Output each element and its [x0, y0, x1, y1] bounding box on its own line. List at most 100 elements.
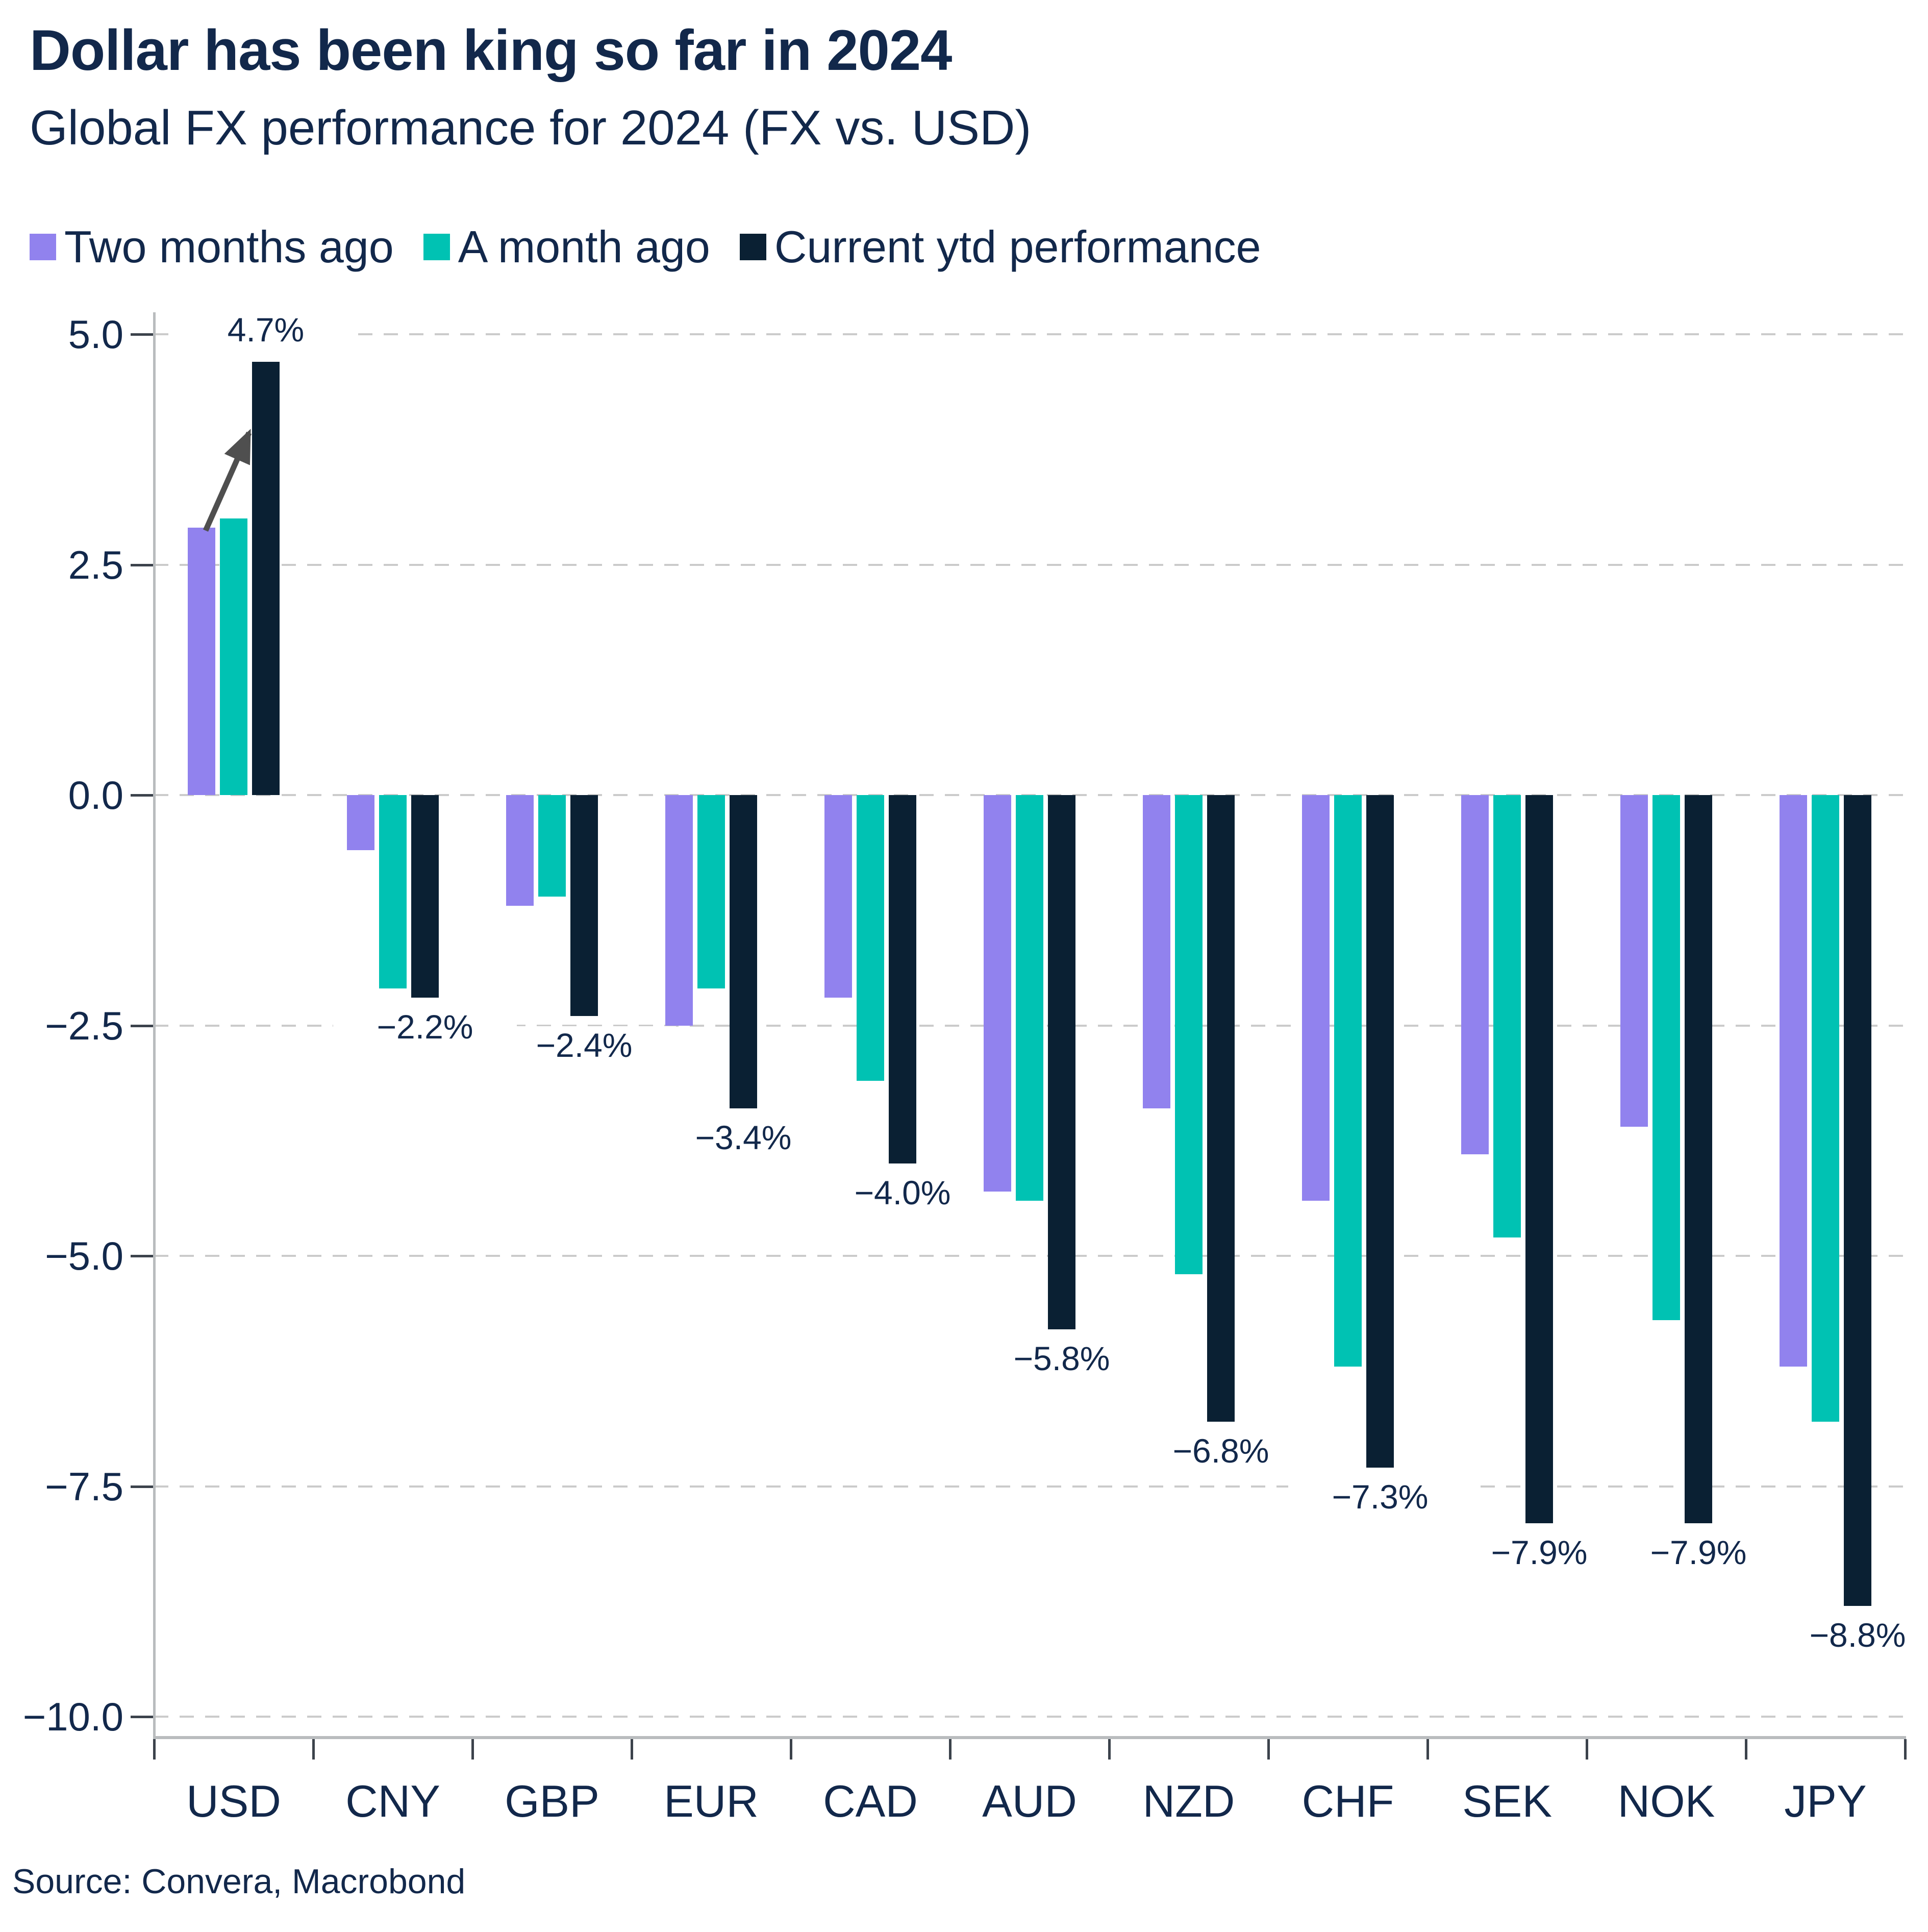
y-axis-tick [131, 794, 153, 797]
gridline-5.0 [154, 333, 1905, 335]
bar-two-months-ago-cad [824, 795, 852, 998]
y-axis-tick [131, 1485, 153, 1488]
bar-a-month-ago-aud [1016, 795, 1043, 1201]
y-axis-line [153, 312, 156, 1739]
legend-label-current-ytd-performance: Current ytd performance [774, 221, 1261, 272]
value-label-jpy: −8.8% [1766, 1616, 1928, 1654]
bar-a-month-ago-eur [697, 795, 725, 989]
x-axis-tick [312, 1739, 315, 1760]
value-label-cny: −2.2% [333, 1008, 517, 1046]
x-axis-category-eur: EUR [664, 1776, 759, 1826]
bar-a-month-ago-jpy [1812, 795, 1839, 1422]
legend-label-two-months-ago: Two months ago [64, 221, 394, 272]
y-axis-label: −5.0 [45, 1233, 123, 1278]
bar-a-month-ago-usd [220, 518, 247, 795]
bar-a-month-ago-cny [379, 795, 407, 989]
bar-two-months-ago-nzd [1143, 795, 1170, 1109]
y-axis-label: −2.5 [45, 1003, 123, 1048]
x-axis-tick [1267, 1739, 1270, 1760]
bar-a-month-ago-nzd [1175, 795, 1203, 1275]
gridline-2.5 [154, 563, 1905, 566]
bar-current-ytd-performance-gbp [570, 795, 598, 1017]
bar-two-months-ago-gbp [506, 795, 534, 906]
x-axis-tick [1745, 1739, 1747, 1760]
chart-subtitle: Global FX performance for 2024 (FX vs. U… [30, 101, 1032, 155]
legend: Two months ago A month ago Current ytd per… [30, 225, 1261, 269]
value-label-aud: −5.8% [970, 1340, 1154, 1378]
bar-a-month-ago-chf [1334, 795, 1362, 1367]
x-axis-category-gbp: GBP [505, 1776, 599, 1826]
legend-swatch-current-ytd-performance [739, 234, 766, 260]
y-axis-label: 2.5 [68, 542, 123, 587]
legend-label-a-month-ago: A month ago [458, 221, 710, 272]
x-axis-tick [949, 1739, 952, 1760]
value-label-chf: −7.3% [1288, 1478, 1472, 1516]
x-axis-tick [790, 1739, 792, 1760]
bar-two-months-ago-sek [1461, 795, 1489, 1155]
gridline-−10.0 [154, 1716, 1905, 1718]
x-axis-category-aud: AUD [982, 1776, 1077, 1826]
bar-current-ytd-performance-usd [252, 362, 280, 795]
y-axis-tick [131, 333, 153, 336]
bar-current-ytd-performance-jpy [1844, 795, 1871, 1606]
x-axis-category-sek: SEK [1462, 1776, 1553, 1826]
x-axis-category-nzd: NZD [1142, 1776, 1235, 1826]
bar-current-ytd-performance-cny [411, 795, 439, 998]
y-axis-tick [131, 563, 153, 566]
x-axis-tick [631, 1739, 633, 1760]
source-note: Source: Convera, Macrobond [12, 1862, 466, 1901]
x-axis-tick [153, 1739, 156, 1760]
gridline-−5.0 [154, 1255, 1905, 1257]
bar-two-months-ago-cny [347, 795, 374, 851]
value-label-usd: 4.7% [174, 311, 358, 349]
bar-current-ytd-performance-eur [730, 795, 757, 1109]
gridline-−7.5 [154, 1485, 1905, 1488]
x-axis-tick [1426, 1739, 1429, 1760]
bar-current-ytd-performance-cad [889, 795, 916, 1164]
bar-two-months-ago-eur [665, 795, 693, 1026]
bar-current-ytd-performance-nzd [1207, 795, 1235, 1422]
legend-swatch-two-months-ago [30, 234, 56, 260]
bar-two-months-ago-chf [1302, 795, 1330, 1201]
bar-a-month-ago-gbp [538, 795, 566, 897]
y-axis-tick [131, 1255, 153, 1257]
value-label-cad: −4.0% [811, 1174, 994, 1212]
x-axis-tick [1108, 1739, 1111, 1760]
y-axis-tick [131, 1716, 153, 1718]
value-label-eur: −3.4% [652, 1119, 835, 1157]
bar-a-month-ago-sek [1493, 795, 1521, 1237]
bar-two-months-ago-nok [1620, 795, 1648, 1127]
bar-a-month-ago-cad [857, 795, 884, 1081]
y-axis-label: −10.0 [22, 1694, 123, 1739]
x-axis-category-cad: CAD [823, 1776, 918, 1826]
legend-item-current-ytd-performance: Current ytd performance [739, 221, 1261, 272]
x-axis-category-nok: NOK [1617, 1776, 1715, 1826]
bar-current-ytd-performance-sek [1525, 795, 1553, 1523]
bar-a-month-ago-nok [1652, 795, 1680, 1321]
x-axis-category-usd: USD [186, 1776, 281, 1826]
y-axis-tick [131, 1024, 153, 1027]
y-axis-label: 5.0 [68, 312, 123, 357]
y-axis-label: −7.5 [45, 1464, 123, 1509]
x-axis-tick [1586, 1739, 1588, 1760]
value-label-gbp: −2.4% [492, 1026, 676, 1064]
value-label-nzd: −6.8% [1129, 1432, 1313, 1470]
y-axis-label: 0.0 [68, 773, 123, 818]
bar-two-months-ago-usd [188, 528, 215, 795]
x-axis-category-cny: CNY [345, 1776, 440, 1826]
value-label-nok: −7.9% [1607, 1533, 1790, 1571]
x-axis-category-jpy: JPY [1784, 1776, 1867, 1826]
x-axis-line [153, 1736, 1906, 1739]
bar-current-ytd-performance-chf [1366, 795, 1394, 1468]
bar-current-ytd-performance-aud [1048, 795, 1075, 1330]
legend-item-a-month-ago: A month ago [423, 225, 710, 269]
legend-swatch-a-month-ago [423, 234, 450, 260]
value-label-sek: −7.9% [1447, 1533, 1631, 1571]
bar-current-ytd-performance-nok [1685, 795, 1712, 1523]
x-axis-tick [471, 1739, 474, 1760]
legend-item-two-months-ago: Two months ago [30, 225, 394, 269]
bar-two-months-ago-jpy [1780, 795, 1807, 1367]
bar-two-months-ago-aud [984, 795, 1011, 1192]
